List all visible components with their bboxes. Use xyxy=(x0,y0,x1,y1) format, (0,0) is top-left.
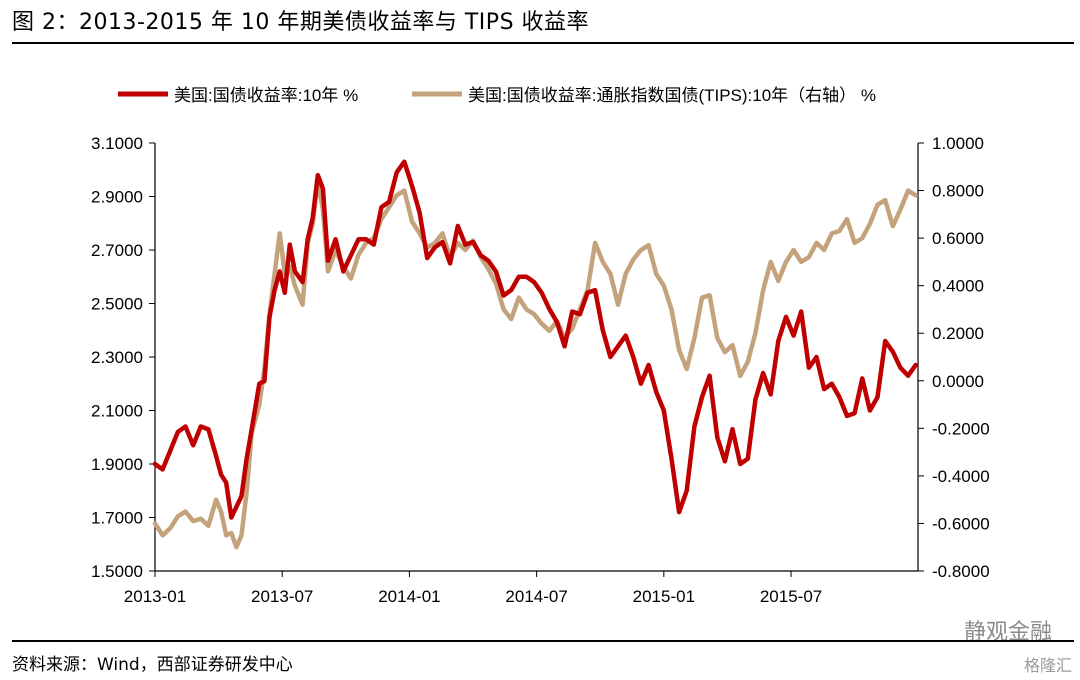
left-tick-label: 3.1000 xyxy=(91,134,143,153)
series-line-tips-10y xyxy=(152,178,918,550)
left-tick-label: 2.7000 xyxy=(91,241,143,260)
series-line-nominal-10y xyxy=(152,159,918,520)
footer-divider xyxy=(12,640,1074,642)
right-tick-label: -0.6000 xyxy=(932,514,990,533)
right-tick-label: 1.0000 xyxy=(932,134,984,153)
right-tick-label: 0.6000 xyxy=(932,229,984,248)
legend-label-nominal: 美国:国债收益率:10年 % xyxy=(174,86,358,105)
right-tick-label: -0.2000 xyxy=(932,419,990,438)
watermark-brand: 格隆汇 xyxy=(1023,656,1072,675)
left-tick-label: 1.9000 xyxy=(91,455,143,474)
series-layer xyxy=(152,159,918,550)
left-tick-label: 1.5000 xyxy=(91,562,143,581)
left-tick-label: 2.5000 xyxy=(91,295,143,314)
x-tick-label: 2014-07 xyxy=(505,587,567,606)
right-tick-label: 0.8000 xyxy=(932,182,984,201)
right-tick-label: -0.4000 xyxy=(932,467,990,486)
right-tick-label: 0.4000 xyxy=(932,277,984,296)
source-note: 资料来源：Wind，西部证券研发中心 xyxy=(12,655,293,675)
right-tick-label: 0.2000 xyxy=(932,324,984,343)
left-tick-label: 2.1000 xyxy=(91,402,143,421)
dual-axis-line-chart: 美国:国债收益率:10年 % 美国:国债收益率:通胀指数国债(TIPS):10年… xyxy=(91,86,990,606)
x-tick-label: 2013-01 xyxy=(124,587,186,606)
x-tick-label: 2015-01 xyxy=(633,587,695,606)
legend: 美国:国债收益率:10年 % 美国:国债收益率:通胀指数国债(TIPS):10年… xyxy=(118,86,876,105)
legend-label-tips: 美国:国债收益率:通胀指数国债(TIPS):10年（右轴） % xyxy=(468,86,876,105)
right-tick-label: 0.0000 xyxy=(932,372,984,391)
left-tick-label: 1.7000 xyxy=(91,509,143,528)
left-tick-label: 2.9000 xyxy=(91,188,143,207)
x-tick-label: 2015-07 xyxy=(760,587,822,606)
right-tick-label: -0.8000 xyxy=(932,562,990,581)
left-tick-label: 2.3000 xyxy=(91,348,143,367)
axes: 1.5000 1.7000 1.9000 2.1000 2.3000 2.5000 2.70… xyxy=(91,134,990,606)
title-divider xyxy=(12,42,1074,44)
x-tick-label: 2014-01 xyxy=(378,587,440,606)
chart-title: 图 2：2013-2015 年 10 年期美债收益率与 TIPS 收益率 xyxy=(12,10,590,35)
x-tick-label: 2013-07 xyxy=(251,587,313,606)
